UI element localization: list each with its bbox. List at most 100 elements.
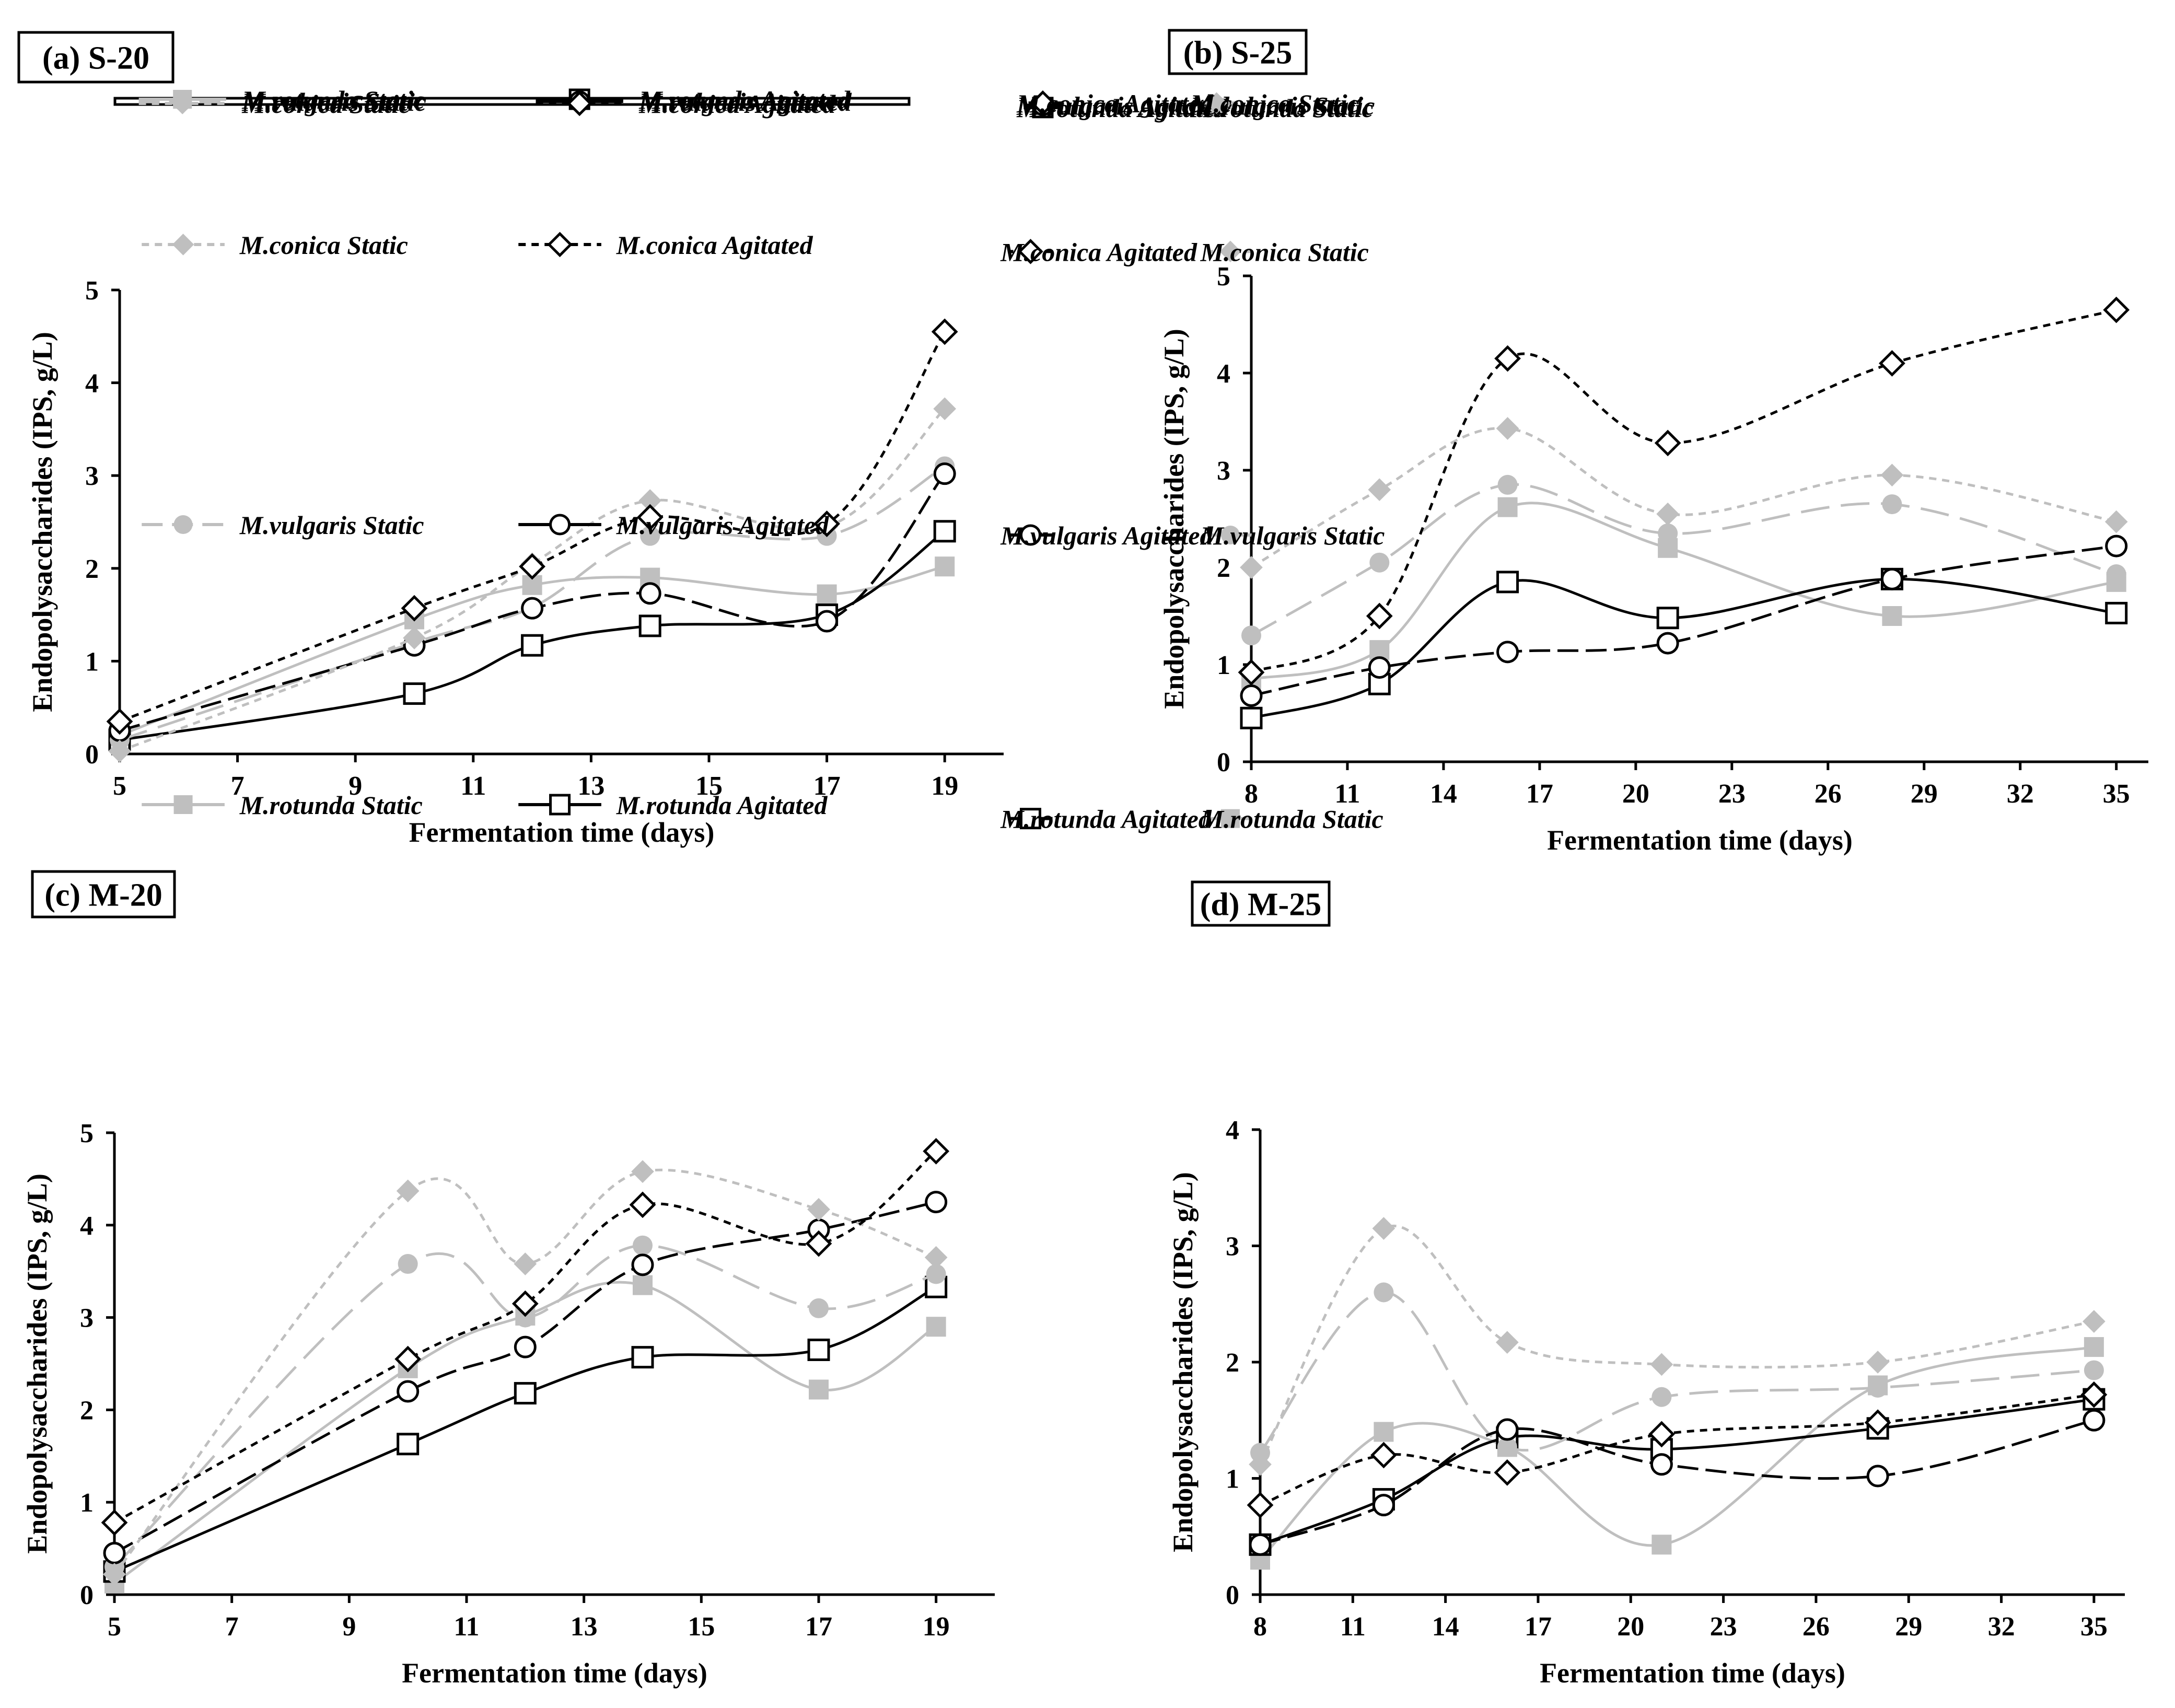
series-group	[101, 1137, 950, 1594]
data-point-m-vulgaris-agitated	[1249, 1533, 1272, 1556]
legend-label: M.conica Agitated	[638, 89, 836, 119]
series-m-rotunda-agitated	[103, 1275, 948, 1583]
panel-title-box	[1191, 880, 1331, 927]
data-point-m-conica-static	[396, 1179, 420, 1203]
data-point-m-rotunda-agitated	[514, 1382, 537, 1405]
data-point-m-vulgaris-agitated	[1880, 567, 1903, 590]
data-point-m-conica-static	[1372, 1217, 1395, 1240]
legend-entry-m-conica-agitated: M.conica Agitated	[1000, 237, 1197, 266]
data-point-m-vulgaris-static	[633, 1235, 653, 1256]
data-point-m-rotunda-agitated	[1496, 571, 1519, 594]
panel-title: (c) M-20	[44, 878, 162, 913]
legend-entry-m-conica-static: M.conica Static	[138, 89, 410, 119]
data-point-m-conica-static	[514, 1252, 537, 1275]
x-tick-label: 14	[1432, 1612, 1459, 1642]
legend-box	[113, 97, 911, 106]
data-point-m-conica-agitated	[805, 1230, 832, 1257]
data-point-m-conica-agitated	[1654, 429, 1681, 457]
data-point-m-rotunda-static	[926, 1317, 946, 1337]
data-point-m-conica-static	[1866, 1351, 1889, 1374]
legend-label: M.rotunda Agitated	[638, 85, 851, 114]
data-point-m-rotunda-agitated	[403, 682, 426, 705]
x-tick-label: 9	[342, 1612, 356, 1642]
legend-label: M.vulgaris Agitated	[616, 510, 830, 540]
data-point-m-rotunda-static	[1882, 606, 1902, 626]
y-tick-label: 2	[1217, 553, 1230, 583]
legend-label: M.conica Agitated	[1016, 89, 1214, 118]
data-point-m-rotunda-agitated	[631, 1346, 654, 1369]
series-m-conica-static	[1240, 417, 2128, 579]
data-point-m-conica-agitated	[931, 318, 958, 345]
data-point-m-vulgaris-agitated	[1656, 632, 1679, 655]
x-tick-label: 35	[2080, 1612, 2108, 1642]
legend-label: M.conica Static	[1200, 237, 1369, 266]
legend-entry-m-conica-static: M.conica Static	[142, 230, 408, 260]
x-tick-label: 20	[1622, 779, 1649, 809]
series-m-conica-agitated	[1247, 1381, 2108, 1519]
legend-entry-m-conica-agitated: M.conica Agitated	[1016, 89, 1214, 118]
data-point-m-vulgaris-agitated	[1368, 656, 1391, 679]
data-point-m-conica-agitated	[1494, 1459, 1521, 1486]
data-point-m-conica-static	[638, 489, 662, 513]
panel-title-box	[17, 31, 175, 84]
y-tick-label: 1	[1226, 1465, 1239, 1494]
data-point-m-conica-static	[933, 397, 957, 421]
data-point-m-vulgaris-static	[1882, 494, 1902, 515]
x-tick-label: 9	[348, 771, 362, 801]
y-tick-label: 5	[85, 276, 99, 306]
x-tick-label: 19	[931, 771, 958, 801]
x-tick-label: 8	[1253, 1612, 1267, 1642]
data-point-m-vulgaris-static	[1250, 1443, 1270, 1463]
series-m-conica-static	[103, 1160, 948, 1586]
data-point-m-vulgaris-static	[1868, 1377, 1888, 1398]
legend-swatch-marker	[171, 92, 193, 114]
legend-swatch-marker	[1205, 92, 1228, 114]
data-point-m-vulgaris-static	[1658, 523, 1678, 543]
x-tick-label: 17	[1525, 1612, 1552, 1642]
legend-entry-m-vulgaris-agitated: M.vulgaris Agitated	[518, 510, 829, 540]
data-point-m-conica-static	[1496, 417, 1519, 440]
x-tick-label: 17	[1526, 779, 1553, 809]
x-tick-label: 5	[113, 771, 126, 801]
y-axis-label: Endopolysaccharides (IPS, g/L)	[1167, 1172, 1199, 1552]
series-line-m-vulgaris-agitated	[113, 1201, 937, 1554]
data-point-m-rotunda-agitated	[397, 1433, 420, 1456]
legend-swatch-marker	[1019, 808, 1041, 830]
data-point-m-conica-agitated	[401, 595, 428, 622]
data-point-m-vulgaris-agitated	[1496, 1418, 1519, 1441]
data-point-m-conica-static	[1368, 478, 1391, 502]
y-tick-label: 1	[80, 1488, 94, 1518]
y-tick-label: 5	[80, 1119, 94, 1148]
panel-title: (d) M-25	[1200, 887, 1321, 923]
data-point-m-rotunda-static	[2084, 1337, 2104, 1357]
y-tick-label: 0	[85, 740, 99, 770]
legend-entry-m-vulgaris-static: M.vulgaris Static	[142, 510, 424, 540]
data-point-m-rotunda-agitated	[933, 520, 956, 543]
legend-entry-m-rotunda-static: M.rotunda Static	[1200, 805, 1383, 834]
legend-swatch-marker	[547, 231, 573, 258]
series-m-vulgaris-agitated	[1240, 535, 2128, 707]
data-point-m-conica-static	[403, 626, 426, 649]
legend-entry-m-rotunda-static: M.rotunda Static	[142, 791, 423, 820]
y-tick-label: 4	[1217, 359, 1230, 389]
panel-c-m-20: (c) M-20 M.rotunda Static M.rotunda Agitat…	[21, 230, 995, 1689]
data-point-m-vulgaris-agitated	[631, 1253, 654, 1276]
data-point-m-vulgaris-agitated	[521, 597, 544, 620]
data-point-m-conica-static	[631, 1160, 654, 1183]
data-point-m-conica-static	[1496, 1331, 1519, 1354]
y-tick-label: 4	[1226, 1116, 1239, 1145]
axes: 0 1 2 3 4 5 5 7 9 11 13 15 17 19 Fermentation time (da…	[21, 1119, 995, 1689]
x-tick-label: 13	[577, 771, 604, 801]
x-axis-label: Fermentation time (days)	[402, 1657, 707, 1689]
data-point-m-vulgaris-static	[1497, 1437, 1517, 1457]
series-line-m-rotunda-agitated	[1260, 1398, 2095, 1546]
data-point-m-conica-agitated	[636, 504, 664, 531]
panel-title-box	[1168, 29, 1308, 75]
series-m-conica-static	[108, 397, 957, 763]
data-point-m-conica-static	[924, 1246, 948, 1269]
